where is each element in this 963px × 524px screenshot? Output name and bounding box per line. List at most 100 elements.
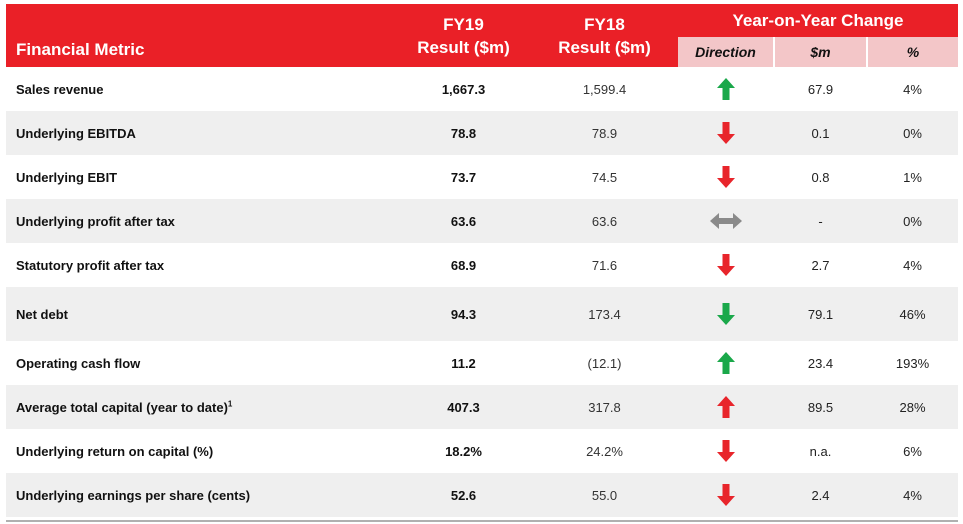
fy19-value: 52.6 bbox=[396, 473, 531, 517]
header-fy18-year: FY18 bbox=[584, 14, 625, 34]
fy19-value: 73.7 bbox=[396, 155, 531, 199]
metric-label: Underlying return on capital (%) bbox=[16, 443, 214, 459]
fy19-value: 18.2% bbox=[396, 429, 531, 473]
table-row: Average total capital (year to date)1 407… bbox=[6, 385, 959, 429]
red-down-arrow-icon bbox=[678, 440, 774, 462]
metric-label: Sales revenue bbox=[16, 81, 104, 97]
metric-label: Operating cash flow bbox=[16, 355, 141, 371]
red-down-arrow-icon bbox=[678, 254, 774, 276]
red-up-arrow-icon bbox=[678, 396, 774, 418]
subheader-direction: Direction bbox=[678, 37, 774, 67]
table-row: Operating cash flow 11.2 (12.1) 23.4 193% bbox=[6, 341, 959, 385]
change-dollar-value: 2.4 bbox=[774, 473, 867, 517]
fy19-value: 1,667.3 bbox=[396, 67, 531, 111]
metric-cell: Sales revenue bbox=[6, 67, 396, 111]
header-year-on-year-change: Year-on-Year Change bbox=[678, 4, 959, 37]
change-percent-value: 28% bbox=[867, 385, 959, 429]
metric-cell: Operating cash flow bbox=[6, 341, 396, 385]
header-fy19: FY19 Result ($m) bbox=[396, 4, 531, 67]
table-row: Sales revenue 1,667.3 1,599.4 67.9 4% bbox=[6, 67, 959, 111]
fy18-value: 1,599.4 bbox=[531, 67, 678, 111]
change-dollar-value: 23.4 bbox=[774, 341, 867, 385]
direction-cell bbox=[678, 243, 774, 287]
change-percent-value: 4% bbox=[867, 67, 959, 111]
direction-cell bbox=[678, 385, 774, 429]
table-row: Net debt 94.3 173.4 79.1 46% bbox=[6, 287, 959, 341]
change-percent-value: 0% bbox=[867, 199, 959, 243]
change-percent-value: 193% bbox=[867, 341, 959, 385]
fy18-value: 74.5 bbox=[531, 155, 678, 199]
fy18-value: 173.4 bbox=[531, 287, 678, 341]
change-percent-value: 0% bbox=[867, 111, 959, 155]
header-fy19-year: FY19 bbox=[443, 14, 484, 34]
table-row: Underlying EBITDA 78.8 78.9 0.1 0% bbox=[6, 111, 959, 155]
metric-label: Statutory profit after tax bbox=[16, 257, 165, 273]
fy18-value: 63.6 bbox=[531, 199, 678, 243]
green-up-arrow-icon bbox=[678, 78, 774, 100]
metric-cell: Underlying profit after tax bbox=[6, 199, 396, 243]
grey-double-arrow-icon bbox=[678, 213, 774, 229]
fy19-value: 407.3 bbox=[396, 385, 531, 429]
fy18-value: 78.9 bbox=[531, 111, 678, 155]
metric-cell: Net debt bbox=[6, 287, 396, 341]
change-dollar-value: n.a. bbox=[774, 429, 867, 473]
change-dollar-value: 0.8 bbox=[774, 155, 867, 199]
direction-cell bbox=[678, 429, 774, 473]
metric-cell: Statutory profit after tax bbox=[6, 243, 396, 287]
red-down-arrow-icon bbox=[678, 166, 774, 188]
header-fy19-result: Result ($m) bbox=[417, 37, 510, 57]
change-dollar-value: 2.7 bbox=[774, 243, 867, 287]
change-percent-value: 4% bbox=[867, 243, 959, 287]
table-body: Sales revenue 1,667.3 1,599.4 67.9 4% Underly… bbox=[6, 67, 959, 517]
red-down-arrow-icon bbox=[678, 484, 774, 506]
header-fy18-result: Result ($m) bbox=[558, 37, 651, 57]
fy18-value: 317.8 bbox=[531, 385, 678, 429]
subheader-percent: % bbox=[865, 37, 959, 67]
subheader-dollar-m: $m bbox=[773, 37, 867, 67]
metric-label: Underlying EBITDA bbox=[16, 125, 136, 141]
direction-cell bbox=[678, 67, 774, 111]
fy18-value: 24.2% bbox=[531, 429, 678, 473]
header-financial-metric: Financial Metric bbox=[6, 4, 396, 67]
change-percent-value: 6% bbox=[867, 429, 959, 473]
metric-cell: Underlying earnings per share (cents) bbox=[6, 473, 396, 517]
table-row: Underlying EBIT 73.7 74.5 0.8 1% bbox=[6, 155, 959, 199]
fy18-value: 55.0 bbox=[531, 473, 678, 517]
metric-label: Average total capital (year to date) bbox=[16, 399, 228, 415]
metric-label: Underlying earnings per share (cents) bbox=[16, 487, 251, 503]
direction-cell bbox=[678, 111, 774, 155]
direction-cell bbox=[678, 287, 774, 341]
change-dollar-value: 79.1 bbox=[774, 287, 867, 341]
direction-cell bbox=[678, 341, 774, 385]
metric-cell: Average total capital (year to date)1 bbox=[6, 385, 396, 429]
change-percent-value: 46% bbox=[867, 287, 959, 341]
fy19-value: 78.8 bbox=[396, 111, 531, 155]
header-fy18: FY18 Result ($m) bbox=[531, 4, 678, 67]
red-down-arrow-icon bbox=[678, 122, 774, 144]
fy18-value: (12.1) bbox=[531, 341, 678, 385]
fy19-value: 68.9 bbox=[396, 243, 531, 287]
table-row: Underlying earnings per share (cents) 52.… bbox=[6, 473, 959, 517]
fy19-value: 94.3 bbox=[396, 287, 531, 341]
metric-label: Underlying profit after tax bbox=[16, 213, 175, 229]
metric-label: Net debt bbox=[16, 306, 68, 322]
direction-cell bbox=[678, 155, 774, 199]
green-up-arrow-icon bbox=[678, 352, 774, 374]
change-dollar-value: 0.1 bbox=[774, 111, 867, 155]
financial-metrics-table: Financial Metric FY19 Result ($m) FY18 R… bbox=[6, 4, 959, 517]
direction-cell bbox=[678, 199, 774, 243]
metric-cell: Underlying return on capital (%) bbox=[6, 429, 396, 473]
fy19-value: 63.6 bbox=[396, 199, 531, 243]
green-down-arrow-icon bbox=[678, 303, 774, 325]
table-bottom-rule bbox=[6, 520, 958, 522]
table-row: Underlying return on capital (%) 18.2% 24.… bbox=[6, 429, 959, 473]
change-dollar-value: - bbox=[774, 199, 867, 243]
metric-cell: Underlying EBIT bbox=[6, 155, 396, 199]
fy19-value: 11.2 bbox=[396, 341, 531, 385]
table-row: Statutory profit after tax 68.9 71.6 2.7 4% bbox=[6, 243, 959, 287]
footnote-marker: 1 bbox=[227, 399, 233, 409]
direction-cell bbox=[678, 473, 774, 517]
change-dollar-value: 67.9 bbox=[774, 67, 867, 111]
fy18-value: 71.6 bbox=[531, 243, 678, 287]
